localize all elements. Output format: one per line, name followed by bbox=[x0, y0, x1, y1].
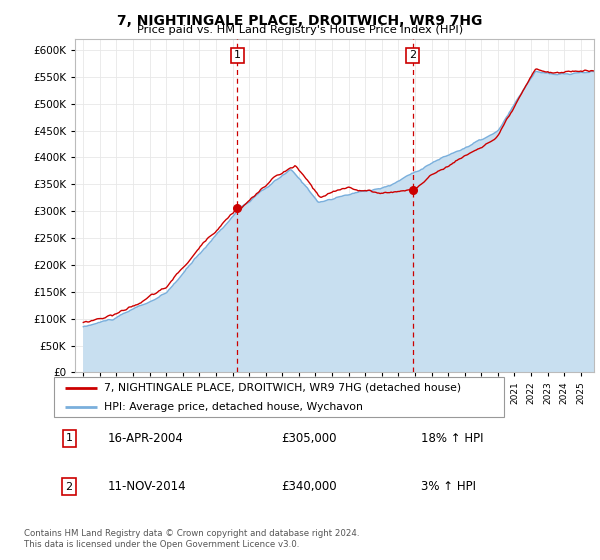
Text: 11-NOV-2014: 11-NOV-2014 bbox=[108, 480, 187, 493]
Text: 1: 1 bbox=[65, 433, 73, 444]
Text: This data is licensed under the Open Government Licence v3.0.: This data is licensed under the Open Gov… bbox=[24, 540, 299, 549]
Text: 18% ↑ HPI: 18% ↑ HPI bbox=[421, 432, 484, 445]
Text: 16-APR-2004: 16-APR-2004 bbox=[108, 432, 184, 445]
Text: Price paid vs. HM Land Registry's House Price Index (HPI): Price paid vs. HM Land Registry's House … bbox=[137, 25, 463, 35]
Text: 3% ↑ HPI: 3% ↑ HPI bbox=[421, 480, 476, 493]
Text: 2: 2 bbox=[65, 482, 73, 492]
Text: 7, NIGHTINGALE PLACE, DROITWICH, WR9 7HG (detached house): 7, NIGHTINGALE PLACE, DROITWICH, WR9 7HG… bbox=[104, 383, 461, 393]
Text: £305,000: £305,000 bbox=[281, 432, 336, 445]
FancyBboxPatch shape bbox=[54, 377, 504, 417]
Text: £340,000: £340,000 bbox=[281, 480, 337, 493]
Text: 7, NIGHTINGALE PLACE, DROITWICH, WR9 7HG: 7, NIGHTINGALE PLACE, DROITWICH, WR9 7HG bbox=[118, 14, 482, 28]
Text: Contains HM Land Registry data © Crown copyright and database right 2024.: Contains HM Land Registry data © Crown c… bbox=[24, 529, 359, 538]
Text: 2: 2 bbox=[409, 50, 416, 60]
Text: 1: 1 bbox=[234, 50, 241, 60]
Text: HPI: Average price, detached house, Wychavon: HPI: Average price, detached house, Wych… bbox=[104, 402, 362, 412]
